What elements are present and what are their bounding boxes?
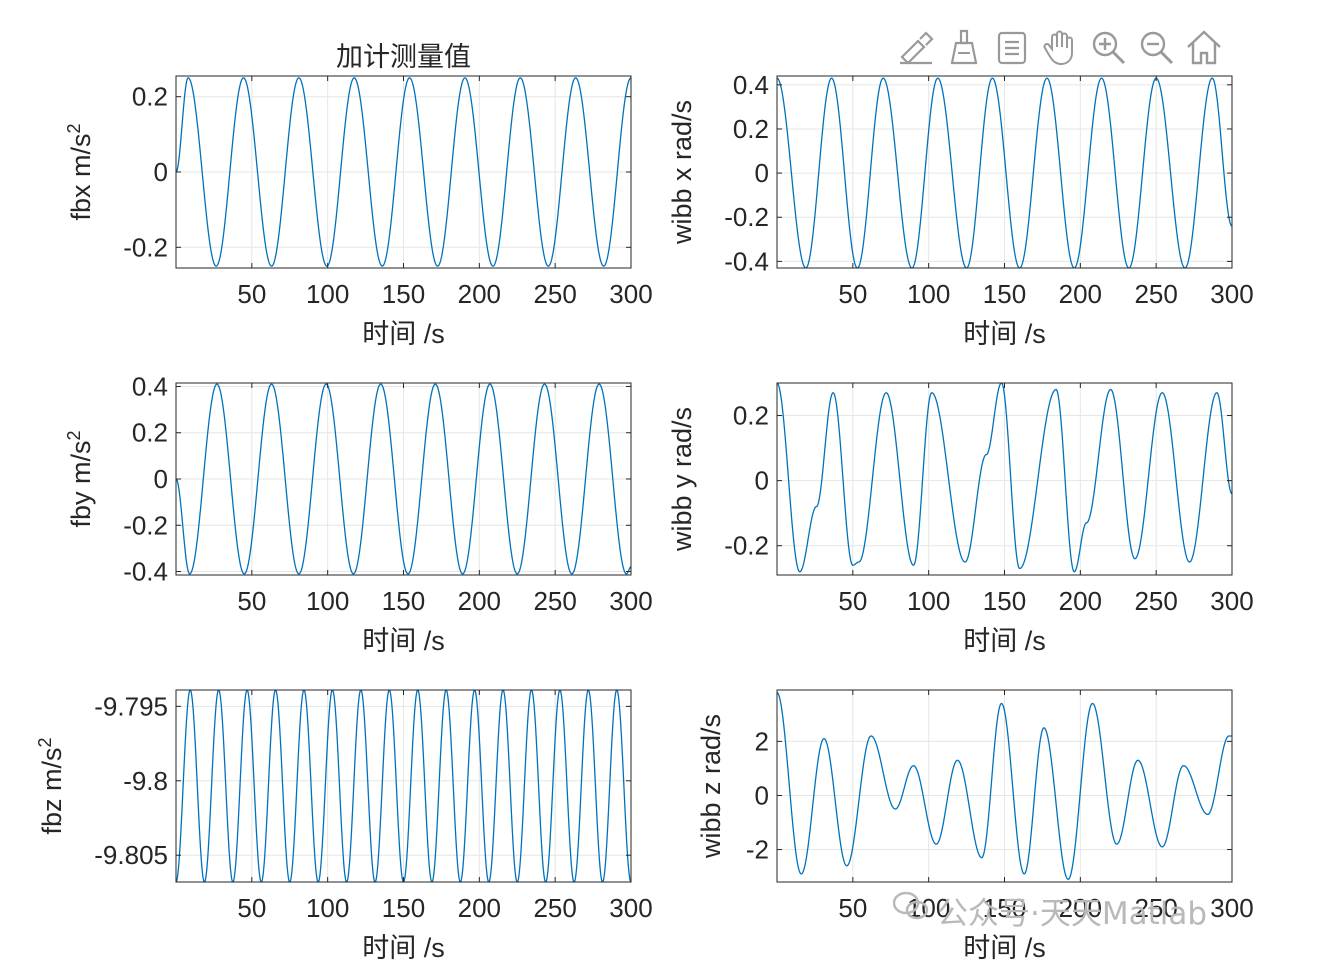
x-tick-label: 250 bbox=[533, 586, 576, 616]
axes-toolbar bbox=[893, 26, 1227, 72]
x-tick-label: 50 bbox=[838, 586, 867, 616]
x-tick-label: 100 bbox=[907, 893, 950, 923]
y-tick-label: 0.2 bbox=[733, 401, 769, 431]
x-tick-label: 50 bbox=[838, 893, 867, 923]
x-tick-label: 200 bbox=[1059, 586, 1102, 616]
x-tick-label: 300 bbox=[609, 586, 652, 616]
home-button[interactable] bbox=[1181, 26, 1227, 72]
y-axis-label: fby m/s2 bbox=[64, 430, 96, 527]
series-line bbox=[176, 77, 631, 267]
y-tick-label: -9.795 bbox=[94, 691, 168, 721]
x-tick-label: 50 bbox=[838, 279, 867, 309]
y-tick-label: 0.2 bbox=[132, 82, 168, 112]
x-axis-label: 时间 /s bbox=[963, 933, 1046, 963]
zoom-in-icon bbox=[1088, 27, 1128, 72]
x-tick-label: 250 bbox=[1134, 586, 1177, 616]
chart-title: 加计测量值 bbox=[336, 42, 471, 72]
x-axis-label: 时间 /s bbox=[362, 933, 445, 963]
y-tick-label: -9.805 bbox=[94, 840, 168, 870]
y-tick-label: 0 bbox=[755, 780, 769, 810]
x-tick-label: 200 bbox=[1059, 279, 1102, 309]
home-icon bbox=[1184, 27, 1224, 72]
y-tick-label: 0.4 bbox=[733, 70, 769, 100]
x-tick-label: 300 bbox=[1210, 279, 1253, 309]
zoom-in-button[interactable] bbox=[1085, 26, 1131, 72]
y-tick-label: 0 bbox=[755, 158, 769, 188]
x-tick-label: 250 bbox=[533, 893, 576, 923]
x-tick-label: 100 bbox=[306, 586, 349, 616]
x-tick-label: 150 bbox=[983, 893, 1026, 923]
x-tick-label: 150 bbox=[983, 586, 1026, 616]
x-tick-label: 150 bbox=[382, 279, 425, 309]
x-tick-label: 100 bbox=[306, 279, 349, 309]
y-tick-label: -0.2 bbox=[724, 531, 769, 561]
x-tick-label: 250 bbox=[1134, 893, 1177, 923]
x-tick-label: 150 bbox=[983, 279, 1026, 309]
y-tick-label: 0.4 bbox=[132, 371, 168, 401]
y-tick-label: -2 bbox=[746, 835, 769, 865]
x-axis-label: 时间 /s bbox=[963, 319, 1046, 349]
x-tick-label: 200 bbox=[458, 279, 501, 309]
x-tick-label: 300 bbox=[609, 279, 652, 309]
series-line bbox=[176, 383, 631, 575]
subplot-3: 50 100 150 200 250 300 -0.4 -0.2 0 0.2 0.4 时间 /s fby… bbox=[64, 371, 653, 656]
brush-icon bbox=[944, 27, 984, 72]
subplot-4: 50 100 150 200 250 300 -0.2 0 0.2 时间 /s wibb y rad… bbox=[667, 382, 1254, 656]
x-tick-label: 300 bbox=[1210, 893, 1253, 923]
subplot-6: 50 100 150 200 250 300 -2 0 2 时间 /s wibb z rad/s bbox=[696, 689, 1254, 963]
x-tick-label: 200 bbox=[1059, 893, 1102, 923]
series-line bbox=[777, 692, 1232, 880]
x-tick-label: 150 bbox=[382, 586, 425, 616]
y-tick-label: 0.2 bbox=[733, 114, 769, 144]
x-tick-label: 150 bbox=[382, 893, 425, 923]
x-tick-label: 100 bbox=[306, 893, 349, 923]
pan-button[interactable] bbox=[1037, 26, 1083, 72]
data-tips-icon bbox=[992, 27, 1032, 72]
x-tick-label: 200 bbox=[458, 893, 501, 923]
x-tick-label: 100 bbox=[907, 279, 950, 309]
data-tips-button[interactable] bbox=[989, 26, 1035, 72]
y-tick-label: -9.8 bbox=[123, 766, 168, 796]
x-tick-label: 50 bbox=[237, 586, 266, 616]
x-axis-label: 时间 /s bbox=[963, 626, 1046, 656]
series-line bbox=[777, 383, 1232, 573]
y-tick-label: -0.2 bbox=[123, 232, 168, 262]
y-tick-label: 0 bbox=[154, 157, 168, 187]
y-tick-label: -0.2 bbox=[123, 510, 168, 540]
y-axis-label: fbx m/s2 bbox=[64, 123, 96, 220]
y-tick-label: 0 bbox=[755, 466, 769, 496]
x-tick-label: 250 bbox=[1134, 279, 1177, 309]
y-axis-label: fbz m/s2 bbox=[35, 737, 67, 834]
y-axis-label: wibb z rad/s bbox=[696, 714, 726, 859]
y-tick-label: -0.2 bbox=[724, 202, 769, 232]
brush-button[interactable] bbox=[941, 26, 987, 72]
subplot-2: 50 100 150 200 250 300 -0.4 -0.2 0 0.2 0.4 时间 /s wib… bbox=[667, 70, 1254, 349]
zoom-out-icon bbox=[1136, 27, 1176, 72]
x-tick-label: 50 bbox=[237, 279, 266, 309]
subplot-5: 50 100 150 200 250 300 -9.805 -9.8 -9.795 时间 /s fb… bbox=[35, 689, 653, 963]
x-tick-label: 50 bbox=[237, 893, 266, 923]
zoom-out-button[interactable] bbox=[1133, 26, 1179, 72]
x-axis-label: 时间 /s bbox=[362, 626, 445, 656]
x-tick-label: 300 bbox=[1210, 586, 1253, 616]
series-line bbox=[176, 690, 631, 882]
pan-icon bbox=[1040, 27, 1080, 72]
y-tick-label: 0 bbox=[154, 464, 168, 494]
x-tick-label: 300 bbox=[609, 893, 652, 923]
y-tick-label: -0.4 bbox=[123, 557, 168, 587]
y-tick-label: 0.2 bbox=[132, 418, 168, 448]
y-axis-label: wibb x rad/s bbox=[667, 100, 697, 245]
edit-plot-icon bbox=[896, 27, 936, 72]
y-tick-label: 2 bbox=[755, 726, 769, 756]
edit-plot-button[interactable] bbox=[893, 26, 939, 72]
x-axis-label: 时间 /s bbox=[362, 319, 445, 349]
x-tick-label: 250 bbox=[533, 279, 576, 309]
x-tick-label: 200 bbox=[458, 586, 501, 616]
subplot-1: 50 100 150 200 250 300 -0.2 0 0.2 时间 /s fbx m/s2 加计… bbox=[64, 42, 653, 349]
y-tick-label: -0.4 bbox=[724, 246, 769, 276]
x-tick-label: 100 bbox=[907, 586, 950, 616]
y-axis-label: wibb y rad/s bbox=[667, 407, 697, 552]
